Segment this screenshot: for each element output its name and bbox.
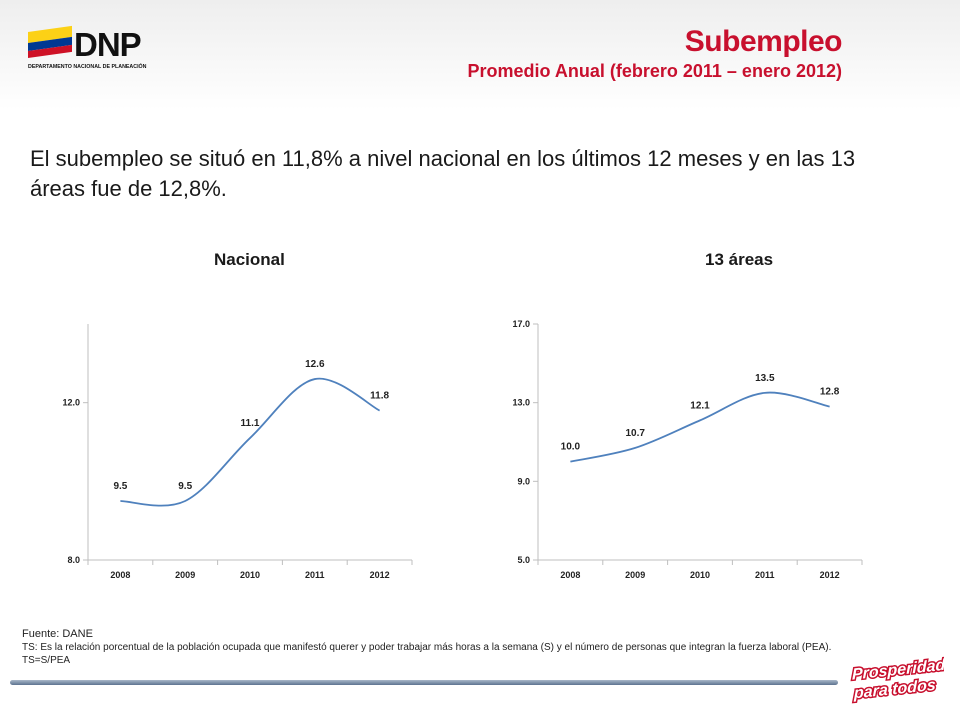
x-tick-label: 2008 bbox=[110, 570, 130, 580]
x-tick-label: 2011 bbox=[305, 570, 325, 580]
y-tick-label: 13.0 bbox=[512, 398, 530, 408]
data-label: 11.1 bbox=[241, 418, 260, 429]
x-tick-label: 2009 bbox=[625, 570, 645, 580]
x-tick-label: 2008 bbox=[560, 570, 580, 580]
colombia-flag-icon bbox=[28, 25, 72, 58]
series-line bbox=[120, 377, 381, 507]
data-label: 10.7 bbox=[625, 428, 645, 439]
footnotes: Fuente: DANE TS: Es la relación porcentu… bbox=[22, 628, 882, 667]
y-tick-label: 12.0 bbox=[62, 398, 80, 408]
logo-text: DNP bbox=[74, 26, 141, 63]
data-label: 12.8 bbox=[820, 387, 840, 398]
chart-nacional: 2008 2009 2010 2011 2012 8.0 12.0 9.5 9.5 11.1 12.… bbox=[62, 324, 413, 580]
x-tick-label: 2012 bbox=[370, 570, 390, 580]
x-tick-label: 2012 bbox=[820, 570, 840, 580]
definition-note: TS: Es la relación porcentual de la pobl… bbox=[22, 642, 832, 666]
data-label: 13.5 bbox=[755, 373, 775, 384]
chart-title-nacional: Nacional bbox=[214, 250, 285, 269]
y-tick-label: 8.0 bbox=[67, 555, 80, 565]
summary-text: El subempleo se situó en 11,8% a nivel n… bbox=[30, 146, 856, 201]
source-note: Fuente: DANE bbox=[22, 628, 93, 640]
y-tick-label: 9.0 bbox=[517, 476, 530, 486]
data-label: 12.1 bbox=[690, 400, 710, 411]
slide-title: Subempleo bbox=[684, 25, 843, 58]
slide-subtitle: Promedio Anual (febrero 2011 – enero 201… bbox=[467, 61, 842, 81]
data-label: 10.0 bbox=[561, 442, 581, 453]
x-tick-label: 2011 bbox=[755, 570, 775, 580]
data-label: 11.8 bbox=[370, 391, 389, 402]
axes: 2008 2009 2010 2011 2012 5.0 9.0 13.0 17.0 bbox=[512, 319, 863, 580]
y-tick-label: 5.0 bbox=[517, 555, 530, 565]
data-label: 12.6 bbox=[305, 359, 325, 370]
x-tick-label: 2009 bbox=[175, 570, 195, 580]
y-tick-label: 17.0 bbox=[512, 319, 530, 329]
x-tick-label: 2010 bbox=[690, 570, 710, 580]
data-label: 9.5 bbox=[178, 481, 192, 492]
data-label: 9.5 bbox=[113, 481, 127, 492]
title-block: Subempleo Promedio Anual (febrero 2011 –… bbox=[467, 25, 843, 82]
x-tick-label: 2010 bbox=[240, 570, 260, 580]
logo-subtext: DEPARTAMENTO NACIONAL DE PLANEACIÓN bbox=[28, 62, 147, 70]
chart-title-13-areas: 13 áreas bbox=[705, 250, 774, 269]
dnp-logo: DNP DEPARTAMENTO NACIONAL DE PLANEACIÓN bbox=[28, 25, 147, 70]
footer-divider bbox=[10, 680, 838, 685]
prosperidad-para-todos-logo: Prosperidad para todos bbox=[851, 656, 945, 704]
chart-13-areas: 2008 2009 2010 2011 2012 5.0 9.0 13.0 17.0 10.0 10… bbox=[512, 319, 863, 580]
axes: 2008 2009 2010 2011 2012 8.0 12.0 bbox=[62, 324, 413, 580]
